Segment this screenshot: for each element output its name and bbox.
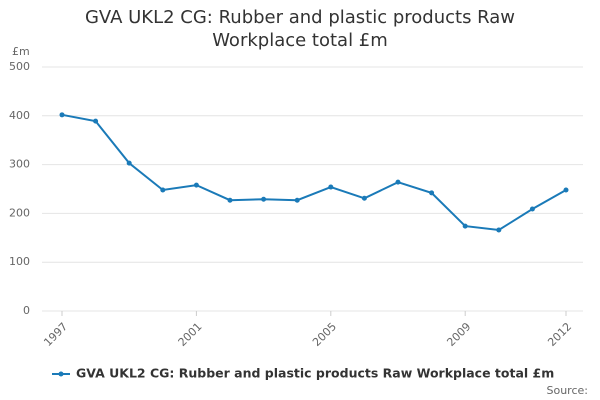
series-line bbox=[61, 113, 567, 232]
y-tick-label: 500 bbox=[9, 60, 30, 73]
point bbox=[395, 179, 401, 185]
y-tick-label: 400 bbox=[9, 109, 30, 122]
legend-marker bbox=[58, 371, 64, 377]
chart-title: GVA UKL2 CG: Rubber and plastic products… bbox=[84, 7, 516, 51]
legend-label: GVA UKL2 CG: Rubber and plastic products… bbox=[76, 366, 554, 381]
point bbox=[328, 184, 334, 190]
point bbox=[59, 112, 65, 118]
point bbox=[294, 197, 300, 203]
y-tick-label: 0 bbox=[23, 304, 30, 317]
x-tick-label: 2001 bbox=[176, 320, 205, 349]
point bbox=[563, 187, 569, 193]
point bbox=[429, 190, 435, 196]
y-tick-label: 100 bbox=[9, 255, 30, 268]
point bbox=[160, 187, 166, 193]
x-tick-label: 2005 bbox=[310, 320, 339, 349]
x-tick-label: 2012 bbox=[545, 320, 574, 349]
y-tick-label: 300 bbox=[9, 158, 30, 171]
x-tick-label: 2009 bbox=[444, 320, 473, 349]
point bbox=[126, 160, 132, 166]
point bbox=[261, 196, 267, 202]
source: Source: bbox=[547, 384, 589, 397]
point bbox=[193, 182, 199, 188]
y-axis-label: £m bbox=[12, 45, 30, 58]
point bbox=[496, 227, 502, 233]
y-tick-label: 200 bbox=[9, 206, 30, 219]
x-tick-label: 1997 bbox=[41, 320, 70, 349]
point bbox=[93, 118, 99, 124]
point bbox=[529, 206, 535, 212]
point bbox=[361, 195, 367, 201]
point bbox=[462, 223, 468, 229]
point bbox=[227, 197, 233, 203]
